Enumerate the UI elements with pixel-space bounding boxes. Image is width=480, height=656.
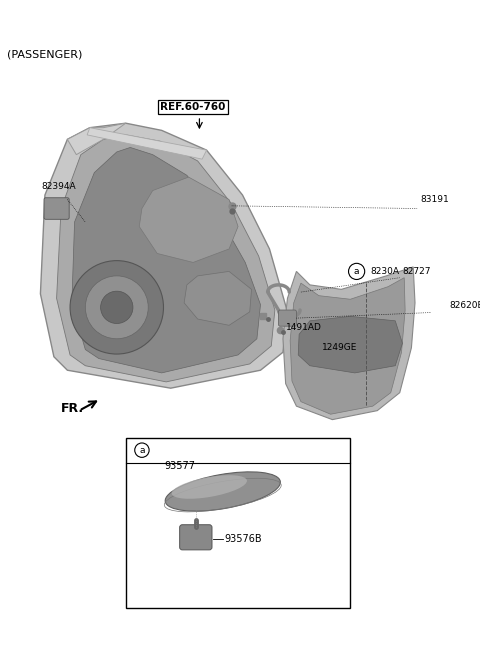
Polygon shape — [57, 135, 275, 382]
Polygon shape — [40, 123, 288, 388]
Ellipse shape — [172, 475, 247, 499]
FancyBboxPatch shape — [180, 525, 212, 550]
Polygon shape — [87, 128, 206, 159]
Text: 1491AD: 1491AD — [286, 323, 322, 332]
Text: REF.60-760: REF.60-760 — [160, 102, 226, 112]
Circle shape — [101, 291, 133, 323]
FancyBboxPatch shape — [44, 197, 69, 219]
Polygon shape — [184, 272, 252, 325]
Text: 8230A: 8230A — [370, 267, 399, 276]
Polygon shape — [283, 267, 415, 420]
Circle shape — [135, 443, 149, 457]
Text: FR.: FR. — [61, 402, 84, 415]
Circle shape — [70, 260, 164, 354]
Ellipse shape — [165, 472, 280, 511]
Text: 82394A: 82394A — [41, 182, 76, 190]
Text: 82727: 82727 — [402, 267, 431, 276]
Polygon shape — [72, 148, 261, 373]
Text: a: a — [354, 267, 360, 276]
Text: 1249GE: 1249GE — [322, 343, 357, 352]
Polygon shape — [290, 277, 405, 414]
Text: (PASSENGER): (PASSENGER) — [7, 50, 83, 60]
Circle shape — [348, 263, 365, 279]
Polygon shape — [139, 177, 238, 262]
FancyBboxPatch shape — [278, 310, 297, 326]
Text: 83191: 83191 — [420, 195, 449, 204]
Polygon shape — [67, 123, 126, 155]
Text: 93576B: 93576B — [225, 534, 262, 544]
Circle shape — [85, 276, 148, 338]
Text: 82620B: 82620B — [449, 301, 480, 310]
Polygon shape — [298, 316, 402, 373]
Text: a: a — [139, 445, 144, 455]
Text: 93577: 93577 — [164, 461, 195, 471]
Bar — [126, 438, 350, 608]
